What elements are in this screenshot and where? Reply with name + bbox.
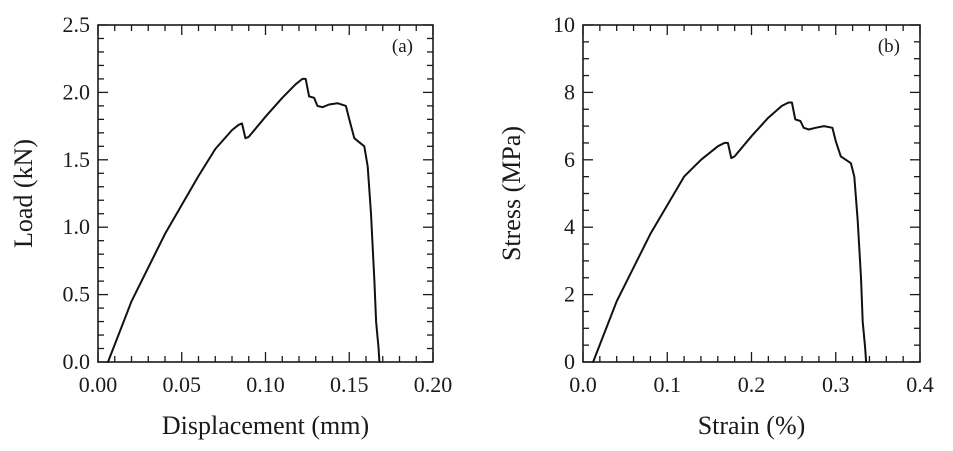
x-tick-label: 0.20	[414, 372, 453, 397]
load-displacement-panel: 0.00 0.05 0.10 0.15 0.20 0.0 0.5 1.0 1.5 2.0 2.5 Di…	[9, 12, 452, 440]
plot-frame	[97, 24, 434, 363]
y-axis-title: Stress (MPa)	[497, 126, 526, 261]
x-tick-label: 0.00	[79, 372, 118, 397]
x-tick-label: 0.10	[246, 372, 285, 397]
y-axis-title: Load (kN)	[9, 139, 38, 248]
series-line	[107, 77, 381, 363]
y-tick-label: 1.0	[63, 214, 91, 239]
panel-label: (a)	[392, 36, 413, 57]
stress-strain-panel: 0.0 0.1 0.2 0.3 0.4 0 2 4 6 8 10 Strain (%) Stress (…	[497, 12, 934, 440]
y-tick-label: 10	[553, 12, 575, 37]
y-tick-label: 2	[564, 282, 575, 307]
plot-frame	[582, 24, 921, 363]
x-tick-label: 0.05	[163, 372, 202, 397]
y-tick-label: 0	[564, 349, 575, 374]
y-tick-label: 4	[564, 214, 575, 239]
y-tick-label: 2.5	[63, 12, 91, 37]
x-tick-label: 0.1	[654, 372, 682, 397]
panel-label: (b)	[878, 36, 900, 57]
y-tick-label: 2.0	[63, 79, 91, 104]
x-axis-title: Displacement (mm)	[162, 411, 369, 440]
y-tick-label: 0.0	[63, 349, 91, 374]
y-tick-label: 0.5	[63, 282, 91, 307]
x-tick-label: 0.3	[822, 372, 850, 397]
x-tick-label: 0.15	[330, 372, 369, 397]
x-axis-title: Strain (%)	[698, 411, 806, 440]
x-tick-label: 0.4	[906, 372, 934, 397]
x-tick-label: 0.2	[738, 372, 766, 397]
y-tick-label: 6	[564, 147, 575, 172]
series-line	[592, 101, 868, 363]
y-tick-label: 8	[564, 79, 575, 104]
x-tick-label: 0.0	[569, 372, 597, 397]
y-tick-label: 1.5	[63, 147, 91, 172]
